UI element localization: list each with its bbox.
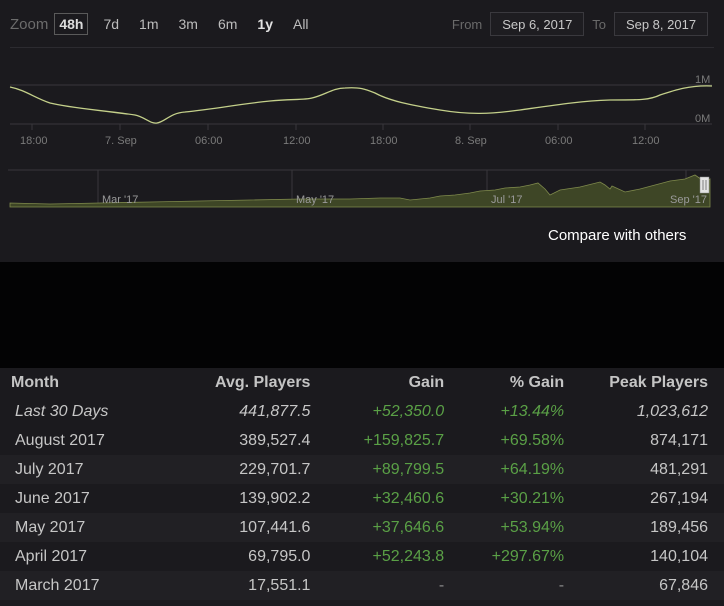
nav-x-tick: Mar '17 (102, 194, 138, 206)
nav-x-tick: Jul '17 (491, 194, 522, 206)
cell-gain: - (438, 576, 445, 594)
cell-peak: 140,104 (650, 547, 708, 565)
header-pct-gain[interactable]: % Gain (509, 373, 565, 391)
cell-gain: +52,350.0 (372, 402, 445, 420)
cell-pct: - (558, 576, 565, 594)
x-tick: 12:00 (632, 135, 660, 147)
table-row: May 2017 107,441.6 +37,646.6 +53.94% 189… (0, 513, 724, 542)
cell-month: April 2017 (15, 547, 88, 565)
to-label: To (592, 16, 606, 32)
zoom-7d-button[interactable]: 7d (103, 16, 120, 32)
cell-month: June 2017 (15, 489, 90, 507)
zoom-1m-button[interactable]: 1m (139, 16, 159, 32)
x-tick: 12:00 (283, 135, 311, 147)
compare-with-others-button[interactable]: Compare with others (548, 227, 687, 244)
cell-month: March 2017 (15, 576, 100, 594)
cell-month: May 2017 (15, 518, 86, 536)
blank-area (0, 262, 724, 368)
table-row: March 2017 17,551.1 - - 67,846 (0, 571, 724, 600)
cell-gain: +89,799.5 (372, 460, 445, 478)
cell-pct: +30.21% (500, 489, 565, 507)
cell-peak: 874,171 (650, 431, 708, 449)
cell-pct: +13.44% (500, 402, 565, 420)
main-line-chart[interactable]: 18:00 7. Sep 06:00 12:00 18:00 8. Sep 06… (0, 60, 724, 165)
from-label: From (451, 16, 483, 32)
table-row: June 2017 139,902.2 +32,460.6 +30.21% 26… (0, 484, 724, 513)
cell-gain: +32,460.6 (372, 489, 445, 507)
header-avg-players[interactable]: Avg. Players (214, 373, 311, 391)
cell-gain: +52,243.8 (372, 547, 445, 565)
table-row: July 2017 229,701.7 +89,799.5 +64.19% 48… (0, 455, 724, 484)
cell-avg: 441,877.5 (239, 402, 311, 420)
table-row: Last 30 Days 441,877.5 +52,350.0 +13.44%… (0, 397, 724, 426)
header-gain[interactable]: Gain (408, 373, 445, 391)
zoom-1y-button[interactable]: 1y (257, 16, 273, 32)
table-row: April 2017 69,795.0 +52,243.8 +297.67% 1… (0, 542, 724, 571)
monthly-stats-table: Month Avg. Players Gain % Gain Peak Play… (0, 368, 724, 606)
x-tick: 7. Sep (105, 135, 137, 147)
cell-peak: 1,023,612 (636, 402, 708, 420)
zoom-48h-button[interactable]: 48h (54, 13, 89, 35)
cell-month: July 2017 (15, 460, 84, 478)
header-peak-players[interactable]: Peak Players (609, 373, 708, 391)
y-tick: 0M (695, 113, 710, 125)
cell-avg: 389,527.4 (239, 431, 311, 449)
cell-avg: 69,795.0 (248, 547, 311, 565)
navigator-chart[interactable]: Mar '17 May '17 Jul '17 Sep '17 (0, 165, 724, 210)
cell-month: August 2017 (15, 431, 105, 449)
zoom-label: Zoom (10, 15, 49, 33)
header-month[interactable]: Month (11, 373, 59, 391)
zoom-6m-button[interactable]: 6m (217, 16, 238, 32)
date-range: From To (444, 12, 708, 36)
y-tick: 1M (695, 74, 710, 86)
cell-avg: 229,701.7 (239, 460, 311, 478)
cell-pct: +297.67% (491, 547, 565, 565)
player-chart-panel: Zoom 48h 7d 1m 3m 6m 1y All From To 18:0… (0, 0, 724, 262)
cell-month: Last 30 Days (15, 402, 109, 420)
nav-x-tick: May '17 (296, 194, 334, 206)
table-row: August 2017 389,527.4 +159,825.7 +69.58%… (0, 426, 724, 455)
cell-pct: +69.58% (500, 431, 565, 449)
navigator-handle[interactable] (699, 176, 710, 194)
cell-gain: +37,646.6 (372, 518, 445, 536)
x-tick: 18:00 (370, 135, 398, 147)
to-date-input[interactable] (614, 12, 708, 36)
cell-gain: +159,825.7 (363, 431, 445, 449)
x-tick: 8. Sep (455, 135, 487, 147)
from-date-input[interactable] (490, 12, 585, 36)
cell-peak: 189,456 (650, 518, 708, 536)
cell-avg: 17,551.1 (248, 576, 311, 594)
zoom-all-button[interactable]: All (292, 16, 309, 32)
cell-avg: 139,902.2 (239, 489, 311, 507)
cell-peak: 267,194 (650, 489, 708, 507)
cell-peak: 67,846 (659, 576, 708, 594)
cell-peak: 481,291 (650, 460, 708, 478)
table-header-row: Month Avg. Players Gain % Gain Peak Play… (0, 368, 724, 397)
zoom-bar: Zoom 48h 7d 1m 3m 6m 1y All (10, 12, 324, 36)
zoom-3m-button[interactable]: 3m (178, 16, 198, 32)
cell-avg: 107,441.6 (239, 518, 311, 536)
cell-pct: +53.94% (500, 518, 565, 536)
divider (10, 47, 714, 48)
cell-pct: +64.19% (500, 460, 565, 478)
x-tick: 06:00 (545, 135, 573, 147)
x-tick: 18:00 (20, 135, 48, 147)
x-tick: 06:00 (195, 135, 223, 147)
nav-x-tick: Sep '17 (670, 194, 707, 206)
